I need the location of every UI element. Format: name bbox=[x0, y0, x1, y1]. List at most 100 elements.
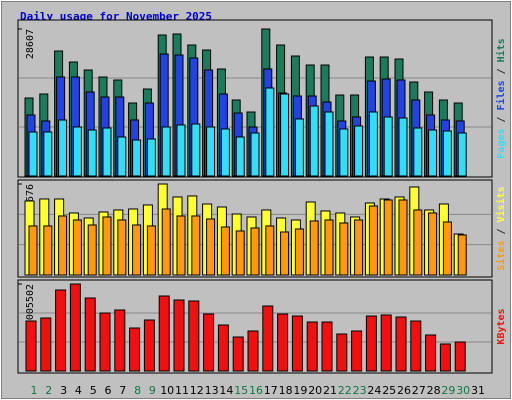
bar bbox=[117, 219, 127, 276]
x-tick-label: 15 bbox=[234, 384, 248, 397]
bar bbox=[457, 234, 467, 276]
bar bbox=[161, 208, 171, 276]
bar bbox=[324, 219, 334, 276]
bar bbox=[188, 300, 200, 372]
bar bbox=[398, 117, 408, 177]
bar bbox=[132, 139, 142, 177]
bar bbox=[368, 111, 378, 177]
bar bbox=[280, 93, 290, 177]
x-tick-label: 3 bbox=[60, 384, 67, 397]
bar bbox=[280, 231, 290, 276]
bar bbox=[354, 125, 364, 177]
legend-separator: / bbox=[496, 111, 507, 129]
x-tick-label: 20 bbox=[308, 384, 322, 397]
bar bbox=[294, 118, 304, 177]
bar bbox=[40, 317, 52, 372]
bar bbox=[102, 127, 112, 177]
bar bbox=[129, 327, 141, 372]
bar bbox=[454, 341, 466, 372]
bar bbox=[28, 131, 38, 177]
bar bbox=[309, 105, 319, 177]
y-tick-label: 28607 bbox=[25, 29, 36, 59]
bar bbox=[143, 319, 155, 372]
bar bbox=[114, 309, 126, 372]
bar bbox=[365, 315, 377, 372]
bar bbox=[99, 312, 111, 372]
legend-entry: Pages bbox=[496, 129, 507, 159]
bar bbox=[336, 333, 348, 372]
x-tick-label: 4 bbox=[75, 384, 82, 397]
bar bbox=[262, 305, 274, 372]
x-tick-label: 31 bbox=[471, 384, 485, 397]
bar bbox=[428, 129, 438, 177]
legend-entry: Visits bbox=[495, 186, 507, 222]
x-tick-label: 1 bbox=[31, 384, 38, 397]
bar bbox=[146, 225, 156, 276]
bar bbox=[265, 225, 275, 276]
bar bbox=[339, 222, 349, 276]
bar bbox=[442, 221, 452, 276]
bar bbox=[383, 199, 393, 276]
legend-separator: / bbox=[496, 62, 507, 80]
bar bbox=[309, 220, 319, 276]
legend: KBytes bbox=[496, 308, 507, 344]
x-tick-label: 14 bbox=[219, 384, 233, 397]
bar bbox=[69, 283, 81, 372]
legend-entry: KBytes bbox=[496, 308, 507, 344]
legend-entry: Sites bbox=[495, 241, 507, 271]
bar bbox=[72, 126, 82, 177]
bar bbox=[220, 226, 230, 276]
y-tick-label: 3005502 bbox=[25, 284, 36, 326]
bar bbox=[324, 111, 334, 177]
x-tick-label: 22 bbox=[338, 384, 352, 397]
bar bbox=[173, 299, 185, 372]
x-tick-label: 2 bbox=[45, 384, 52, 397]
bar bbox=[176, 215, 186, 276]
x-tick-label: 26 bbox=[397, 384, 411, 397]
x-tick-label: 24 bbox=[367, 384, 381, 397]
bar bbox=[58, 119, 68, 177]
bar bbox=[439, 343, 451, 372]
x-tick-label: 18 bbox=[279, 384, 293, 397]
bar bbox=[306, 321, 318, 372]
x-tick-label: 25 bbox=[382, 384, 396, 397]
bar bbox=[383, 116, 393, 177]
bar bbox=[220, 128, 230, 177]
bar bbox=[28, 225, 38, 276]
x-tick-label: 8 bbox=[134, 384, 141, 397]
bar bbox=[176, 124, 186, 177]
bar bbox=[321, 321, 333, 372]
x-tick-label: 19 bbox=[293, 384, 307, 397]
bar bbox=[425, 334, 437, 372]
bar bbox=[265, 87, 275, 177]
bar bbox=[203, 313, 215, 372]
bar bbox=[55, 289, 67, 372]
bar bbox=[146, 138, 156, 177]
bar bbox=[277, 313, 289, 372]
bar bbox=[368, 205, 378, 276]
bar bbox=[87, 224, 97, 276]
x-tick-label: 17 bbox=[264, 384, 278, 397]
legend-separator: / bbox=[496, 222, 507, 240]
bar bbox=[206, 218, 216, 276]
y-tick-label: 4676 bbox=[25, 184, 36, 208]
bar bbox=[247, 330, 259, 372]
bar bbox=[235, 136, 245, 177]
bar bbox=[398, 199, 408, 276]
x-tick-label: 21 bbox=[323, 384, 337, 397]
x-tick-label: 7 bbox=[119, 384, 126, 397]
bar bbox=[161, 126, 171, 177]
bar bbox=[339, 128, 349, 177]
legend: Sites / Visits bbox=[495, 186, 507, 270]
x-tick-label: 11 bbox=[175, 384, 189, 397]
bar bbox=[43, 225, 53, 276]
bar bbox=[206, 126, 216, 177]
bar bbox=[413, 209, 423, 276]
bar bbox=[442, 130, 452, 177]
bar bbox=[43, 131, 53, 177]
x-tick-label: 29 bbox=[441, 384, 455, 397]
x-tick-label: 6 bbox=[105, 384, 112, 397]
x-tick-label: 30 bbox=[456, 384, 470, 397]
